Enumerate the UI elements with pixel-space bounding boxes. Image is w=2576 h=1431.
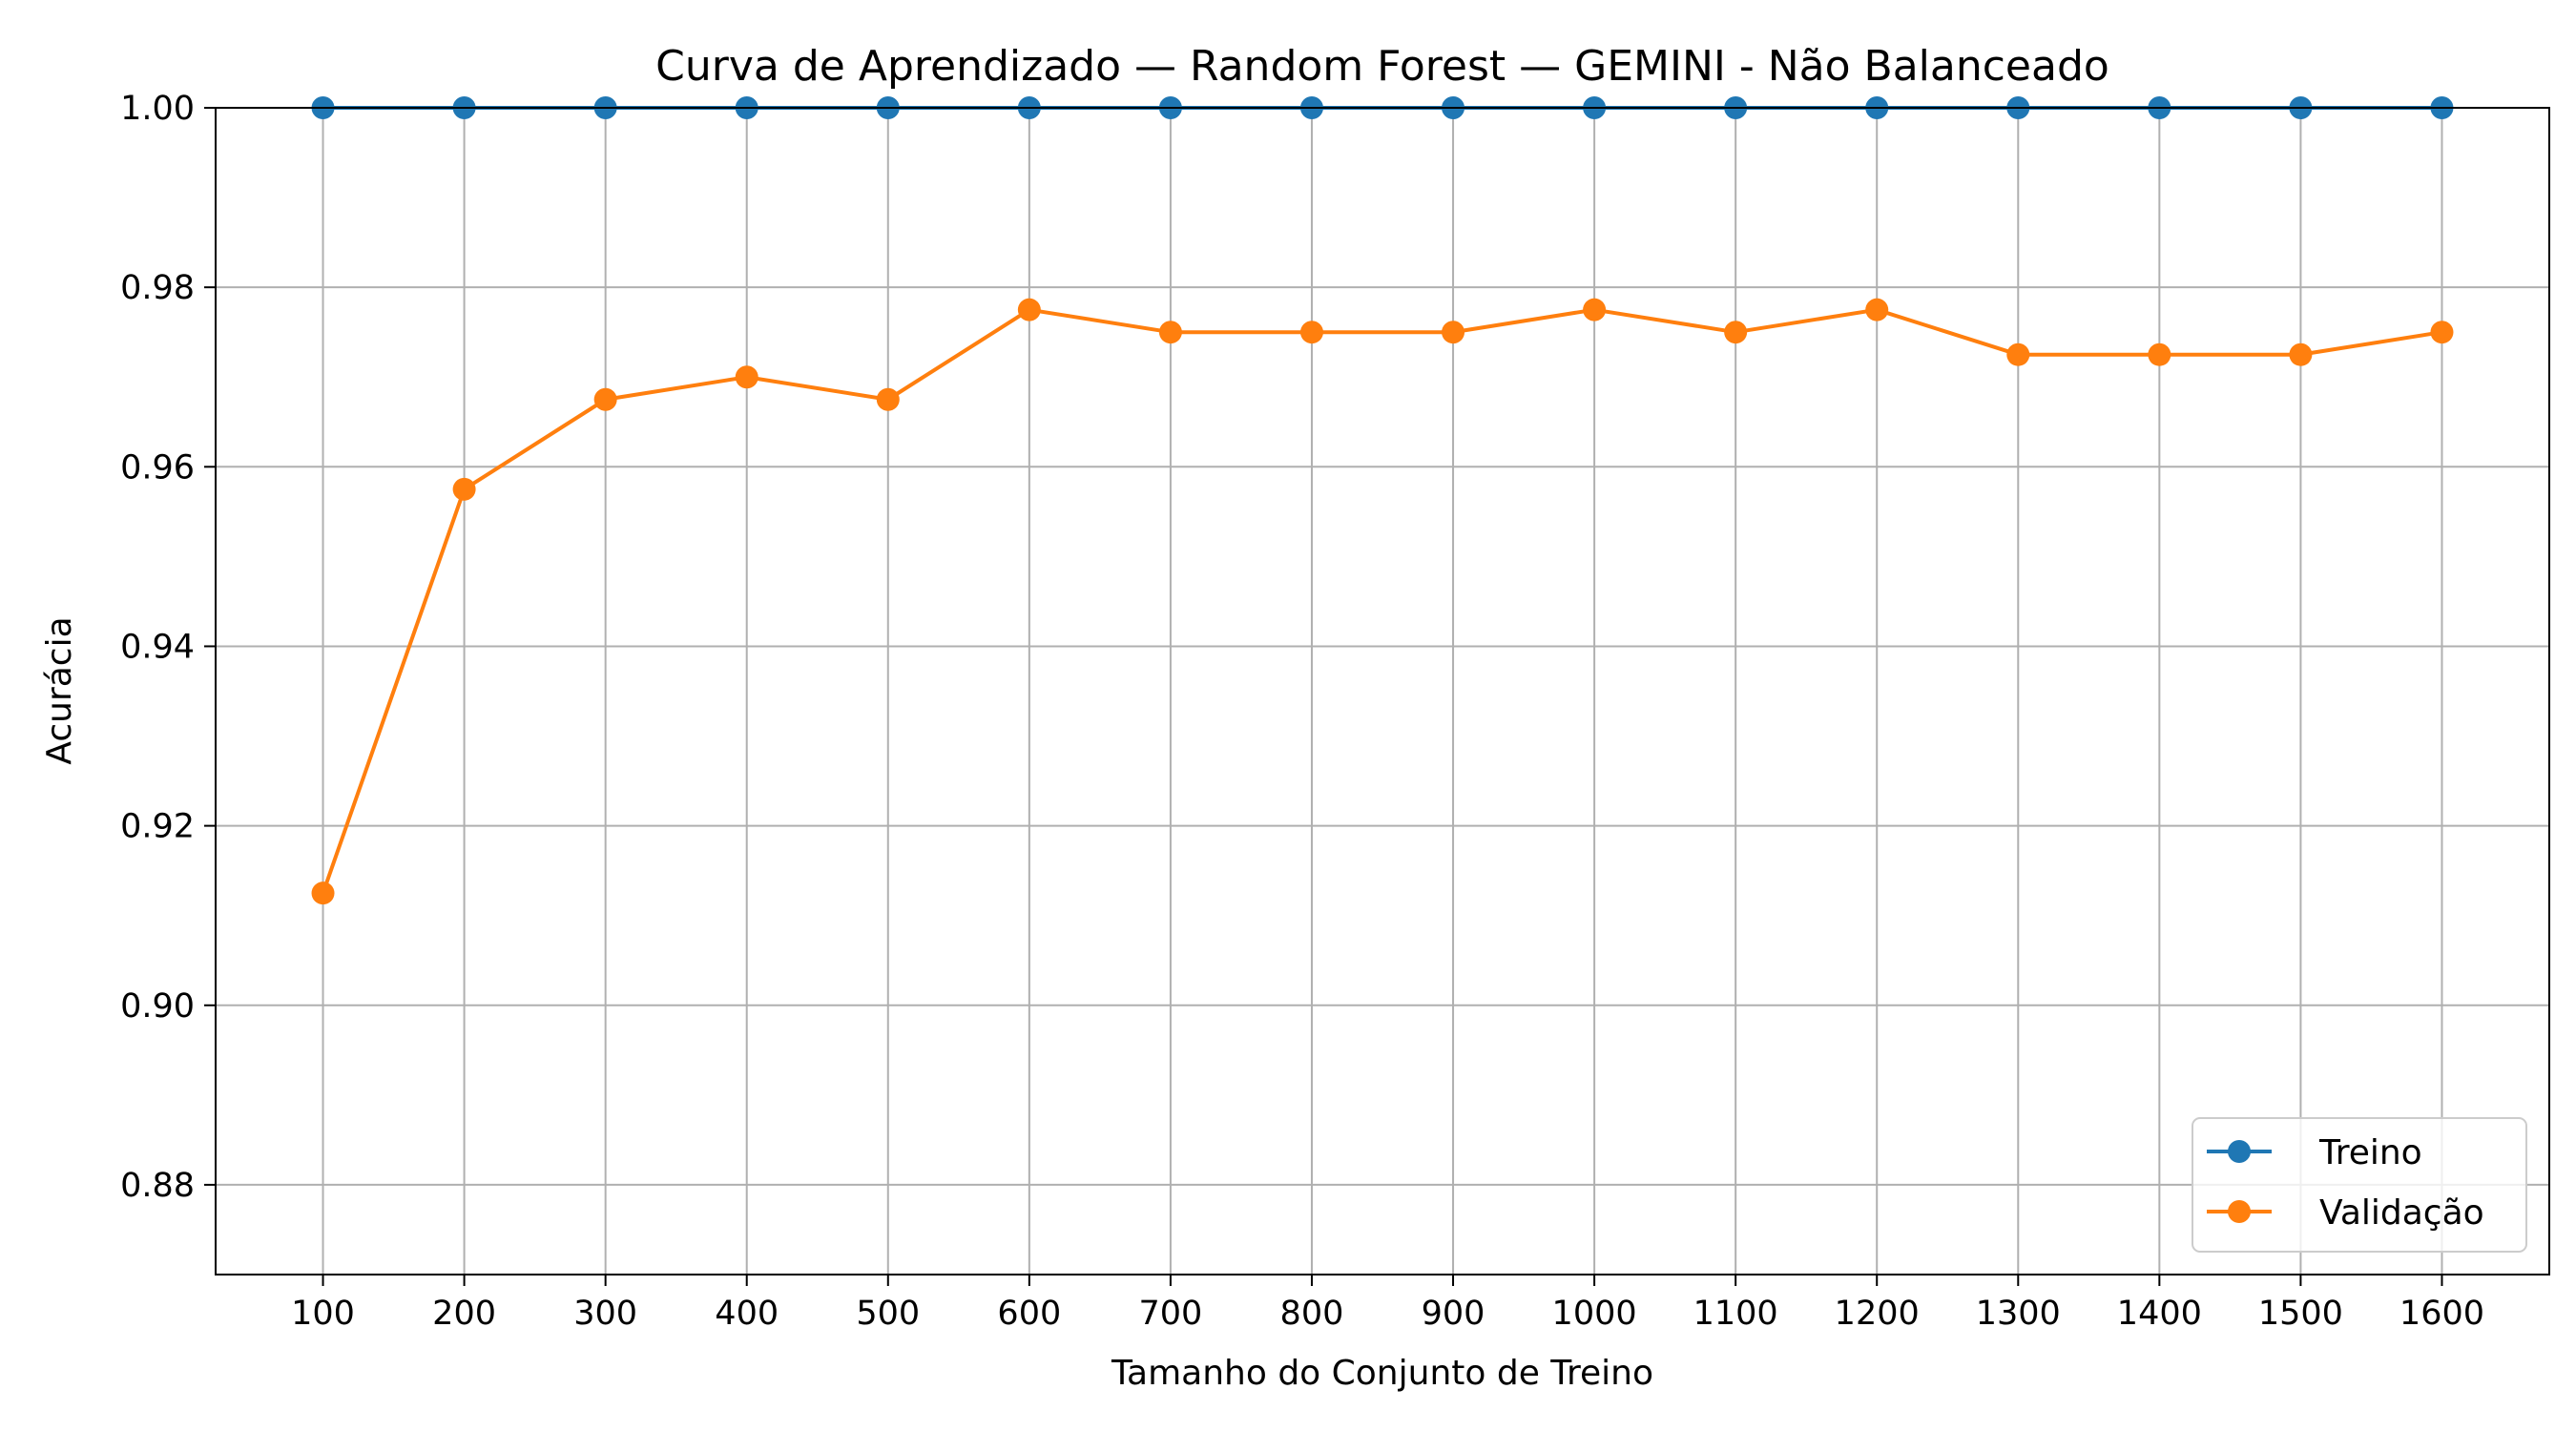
x-tick-label: 100: [291, 1295, 355, 1333]
legend-treino-label: Treino: [2318, 1133, 2422, 1172]
legend-box: [2192, 1117, 2527, 1253]
x-tick-label: 1200: [1835, 1295, 1920, 1333]
x-tick-label: 1600: [2399, 1295, 2484, 1333]
x-tick-label: 600: [997, 1295, 1061, 1333]
series-validacao-point: [1724, 321, 1748, 344]
x-tick-label: 500: [856, 1295, 920, 1333]
plot-frame: [215, 107, 2550, 1275]
grid-lines: [216, 107, 2549, 1275]
legend-treino-marker: [2228, 1140, 2251, 1163]
series-validacao-point: [2148, 342, 2171, 366]
y-tick-label: 0.88: [120, 1167, 195, 1205]
x-axis-label: Tamanho do Conjunto de Treino: [1111, 1354, 1653, 1393]
y-tick-label: 0.96: [120, 448, 195, 487]
x-tick-label: 200: [432, 1295, 496, 1333]
series-validacao-point: [311, 881, 335, 905]
y-tick-label: 0.94: [120, 628, 195, 666]
series-validacao-point: [2289, 342, 2313, 366]
series-validacao-point: [1442, 321, 1465, 344]
x-tick-label: 1400: [2117, 1295, 2202, 1333]
y-axis-label: Acurácia: [40, 616, 79, 764]
y-tick-label: 1.00: [120, 90, 195, 128]
series-validacao-point: [1017, 298, 1041, 321]
x-tick-label: 1300: [1976, 1295, 2061, 1333]
series-validacao-line: [321, 307, 2442, 894]
series-validacao-point: [735, 365, 758, 389]
x-tick-label: 900: [1422, 1295, 1485, 1333]
x-axis: 100 200 300 400 500 600 700 800 900 1000 1100 1200 1…: [291, 1275, 2484, 1333]
x-tick-label: 1100: [1693, 1295, 1778, 1333]
x-tick-label: 1000: [1552, 1295, 1637, 1333]
y-tick-label: 0.98: [120, 269, 195, 307]
x-tick-label: 1500: [2258, 1295, 2343, 1333]
series-validacao-point: [452, 477, 476, 501]
series-validacao-point: [876, 387, 900, 411]
series-validacao-point: [1583, 298, 1607, 321]
series-validacao-point: [1299, 321, 1323, 344]
x-tick-label: 300: [573, 1295, 637, 1333]
x-tick-label: 400: [715, 1295, 779, 1333]
x-tick-label: 700: [1138, 1295, 1202, 1333]
series-validacao-point: [593, 387, 617, 411]
chart-title: Curva de Aprendizado — Random Forest — G…: [655, 42, 2109, 91]
y-tick-label: 0.90: [120, 987, 195, 1026]
series-validacao-point: [2430, 321, 2454, 344]
legend-validacao-marker: [2228, 1200, 2251, 1223]
legend: Treino Validação: [2192, 1117, 2527, 1253]
series-validacao-point: [1865, 298, 1889, 321]
series-validacao-point: [2006, 342, 2030, 366]
y-axis: 0.88 0.90 0.92 0.94 0.96 0.98 1.00: [120, 90, 216, 1205]
y-tick-label: 0.92: [120, 808, 195, 846]
legend-validacao-label: Validação: [2319, 1193, 2484, 1233]
x-tick-label: 800: [1280, 1295, 1344, 1333]
series-validacao-point: [1158, 321, 1182, 344]
